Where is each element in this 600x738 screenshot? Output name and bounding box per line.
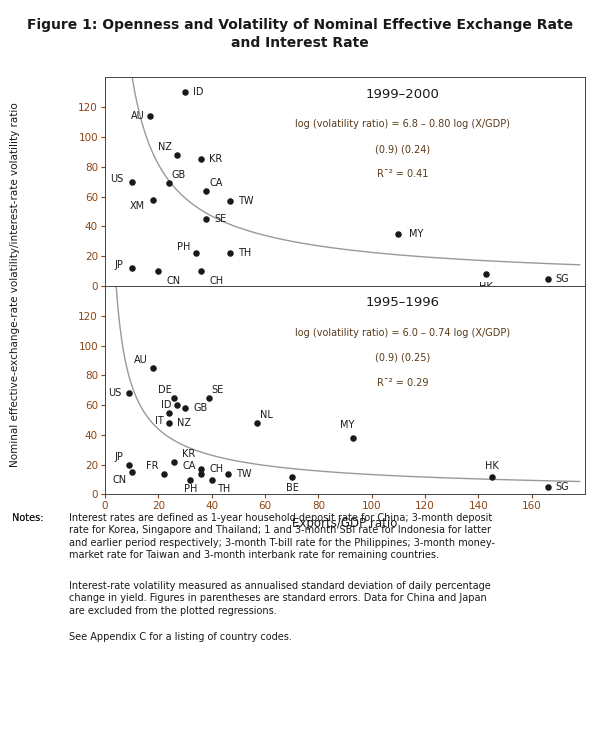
Text: TW: TW	[238, 196, 254, 206]
Point	[185, 474, 195, 486]
Text: CH: CH	[209, 464, 223, 474]
Text: JP: JP	[115, 260, 124, 270]
Point	[180, 86, 190, 98]
Text: Notes:: Notes:	[12, 513, 44, 523]
Text: TW: TW	[236, 469, 251, 479]
Point	[172, 399, 182, 411]
Text: Interest rates are defined as 1-year household deposit rate for China; 3-month d: Interest rates are defined as 1-year hou…	[69, 513, 495, 560]
Point	[482, 268, 491, 280]
Text: Nominal effective-exchange-rate volatility/interest-rate volatility ratio: Nominal effective-exchange-rate volatili…	[10, 102, 20, 466]
Text: FR: FR	[146, 461, 158, 471]
Text: PH: PH	[177, 242, 190, 252]
Text: (0.9) (0.24): (0.9) (0.24)	[375, 144, 430, 154]
Point	[204, 392, 214, 404]
Text: IT: IT	[155, 415, 164, 426]
Point	[164, 177, 174, 189]
Text: TH: TH	[217, 484, 230, 494]
Point	[127, 466, 136, 478]
Point	[226, 247, 235, 259]
Point	[164, 417, 174, 429]
Text: TH: TH	[238, 248, 251, 258]
Text: 1999–2000: 1999–2000	[365, 88, 440, 101]
Point	[543, 481, 553, 493]
Text: log (volatility ratio) = 6.0 – 0.74 log (X/GDP): log (volatility ratio) = 6.0 – 0.74 log …	[295, 328, 510, 338]
Text: US: US	[110, 173, 124, 184]
Point	[191, 247, 200, 259]
Text: GB: GB	[172, 170, 186, 180]
Text: CA: CA	[182, 461, 196, 471]
Text: SG: SG	[556, 274, 569, 283]
Text: R¯² = 0.41: R¯² = 0.41	[377, 169, 428, 179]
X-axis label: Exports/GDP ratio: Exports/GDP ratio	[292, 517, 398, 530]
Point	[287, 471, 296, 483]
Text: NL: NL	[260, 410, 272, 420]
Point	[487, 471, 496, 483]
Text: HK: HK	[479, 281, 493, 292]
Point	[154, 265, 163, 277]
Text: See Appendix C for a listing of country codes.: See Appendix C for a listing of country …	[69, 632, 292, 642]
Text: NZ: NZ	[177, 418, 191, 428]
Text: Figure 1: Openness and Volatility of Nominal Effective Exchange Rate
and Interes: Figure 1: Openness and Volatility of Nom…	[27, 18, 573, 49]
Point	[226, 195, 235, 207]
Text: CN: CN	[112, 475, 127, 485]
Point	[146, 110, 155, 122]
Point	[252, 417, 262, 429]
Text: 1995–1996: 1995–1996	[365, 297, 440, 309]
Point	[159, 468, 169, 480]
Point	[196, 154, 206, 165]
Text: JP: JP	[115, 452, 124, 462]
Text: AU: AU	[131, 111, 145, 121]
Point	[180, 402, 190, 414]
Text: PH: PH	[184, 484, 197, 494]
Point	[223, 468, 232, 480]
Text: Interest-rate volatility measured as annualised standard deviation of daily perc: Interest-rate volatility measured as ann…	[69, 581, 491, 615]
Text: SG: SG	[556, 482, 569, 492]
Point	[172, 149, 182, 161]
Text: DE: DE	[158, 384, 172, 395]
Point	[127, 176, 136, 187]
Text: ID: ID	[161, 400, 172, 410]
Text: MY: MY	[340, 421, 354, 430]
Point	[196, 468, 206, 480]
Text: CH: CH	[209, 275, 223, 286]
Point	[196, 265, 206, 277]
Point	[394, 228, 403, 240]
Text: GB: GB	[193, 403, 207, 413]
Text: CA: CA	[209, 178, 223, 187]
Point	[170, 456, 179, 468]
Point	[348, 432, 358, 444]
Text: Notes:: Notes:	[12, 513, 44, 523]
Text: BE: BE	[286, 483, 299, 492]
Point	[148, 362, 158, 373]
Text: Interest rates are defined as 1-year household deposit rate for China; 3-month d: Interest rates are defined as 1-year hou…	[81, 524, 586, 569]
Text: SE: SE	[214, 214, 227, 224]
Text: AU: AU	[134, 355, 148, 365]
Text: SE: SE	[212, 384, 224, 395]
Point	[202, 213, 211, 225]
Text: NZ: NZ	[158, 142, 172, 152]
Point	[127, 262, 136, 274]
Text: CN: CN	[166, 275, 181, 286]
Point	[170, 392, 179, 404]
Point	[148, 193, 158, 205]
Point	[543, 272, 553, 284]
Text: KR: KR	[209, 154, 222, 165]
Text: log (volatility ratio) = 6.8 – 0.80 log (X/GDP): log (volatility ratio) = 6.8 – 0.80 log …	[295, 119, 510, 129]
Point	[202, 184, 211, 196]
Text: HK: HK	[485, 461, 499, 471]
Text: (0.9) (0.25): (0.9) (0.25)	[375, 353, 430, 362]
Text: MY: MY	[409, 229, 424, 239]
Point	[207, 474, 217, 486]
Text: R¯² = 0.29: R¯² = 0.29	[377, 378, 428, 387]
Point	[164, 407, 174, 418]
Text: ID: ID	[193, 87, 203, 97]
Text: XM: XM	[130, 201, 145, 210]
Text: KR: KR	[182, 449, 196, 459]
Point	[124, 459, 134, 471]
Point	[196, 463, 206, 475]
Text: US: US	[108, 388, 121, 399]
Point	[124, 387, 134, 399]
